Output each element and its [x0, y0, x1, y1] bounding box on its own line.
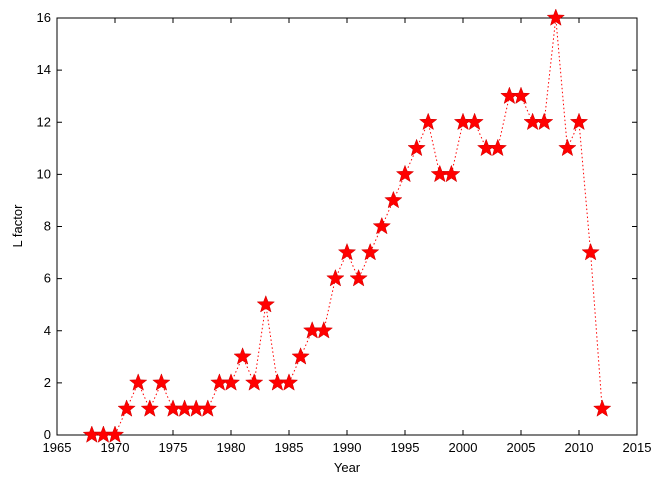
data-point-star: [372, 216, 392, 235]
data-point-star: [152, 373, 171, 391]
plot-area: [56, 17, 638, 436]
data-point-star: [117, 399, 136, 417]
data-point-star: [221, 373, 241, 391]
y-tick-label: 16: [37, 10, 51, 25]
data-point-star: [360, 242, 380, 261]
x-tick-label: 1975: [159, 440, 188, 455]
data-point-star: [256, 294, 276, 313]
x-tick-label: 1965: [43, 440, 72, 455]
data-point-star: [442, 164, 461, 183]
y-tick-label: 12: [37, 114, 51, 129]
y-tick-label: 0: [44, 427, 51, 442]
x-tick-label: 2005: [507, 440, 536, 455]
data-point-star: [569, 112, 589, 131]
x-tick-label: 1970: [101, 440, 130, 455]
y-tick-label: 10: [37, 166, 51, 181]
y-tick-label: 8: [44, 219, 51, 234]
data-point-star: [465, 112, 484, 131]
data-point-star: [407, 138, 426, 157]
x-tick-label: 2015: [623, 440, 652, 455]
data-point-star: [140, 399, 160, 417]
data-point-star: [581, 242, 600, 261]
data-point-star: [546, 8, 566, 26]
data-point-star: [488, 138, 508, 157]
y-tick-label: 2: [44, 375, 51, 390]
y-axis-title: L factor: [10, 204, 25, 248]
data-point-star: [418, 112, 438, 131]
x-axis-ticks: 1965 1970 1975 1980 1985 1990 1995 2000 2005 2010…: [43, 18, 652, 455]
x-tick-label: 2010: [565, 440, 594, 455]
data-point-star: [244, 373, 264, 391]
data-point-star: [384, 190, 403, 209]
y-tick-label: 6: [44, 271, 51, 286]
data-point-star: [128, 373, 148, 391]
data-point-star: [534, 112, 554, 131]
data-point-star: [105, 425, 125, 443]
x-tick-label: 1980: [217, 440, 246, 455]
data-point-star: [198, 399, 218, 417]
y-tick-label: 4: [44, 323, 51, 338]
data-point-star: [592, 399, 612, 417]
data-point-star: [326, 268, 345, 287]
x-tick-label: 1990: [333, 440, 362, 455]
y-axis-ticks: 0 2 4 6 8 10 12 14 16: [37, 10, 637, 442]
data-point-star: [233, 347, 252, 365]
data-point-star: [395, 164, 415, 183]
x-tick-label: 1985: [275, 440, 304, 455]
data-point-star: [314, 321, 334, 339]
x-tick-label: 2000: [449, 440, 478, 455]
series-markers: [82, 8, 612, 443]
x-tick-label: 1995: [391, 440, 420, 455]
data-point-star: [511, 86, 531, 105]
x-axis-title: Year: [334, 460, 361, 475]
data-point-star: [291, 347, 310, 365]
data-point-star: [349, 268, 368, 287]
y-tick-label: 14: [37, 62, 51, 77]
data-point-star: [279, 373, 299, 391]
data-point-star: [558, 138, 577, 157]
data-point-star: [337, 242, 357, 261]
